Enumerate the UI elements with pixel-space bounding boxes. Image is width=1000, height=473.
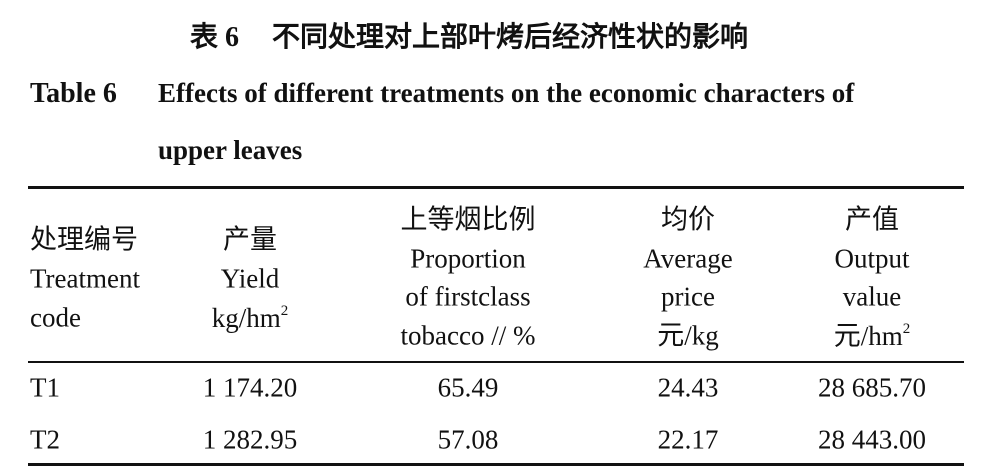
header-line: price xyxy=(661,281,715,312)
table-cell: T1 xyxy=(30,372,60,403)
top-rule xyxy=(28,186,964,189)
table-cell: 24.43 xyxy=(657,372,719,403)
title-en-line: Effects of different treatments on the e… xyxy=(158,78,855,108)
header-line: Output xyxy=(834,245,909,272)
header-line: 产值 xyxy=(845,204,899,235)
header-text: code xyxy=(30,302,81,333)
table-cell: 28 443.00 xyxy=(818,424,926,455)
header-line: 元/hm2 xyxy=(833,320,911,351)
header-text: 产量 xyxy=(223,224,277,255)
table-cell: 1 174.20 xyxy=(202,372,298,403)
header-line: 元/kg xyxy=(657,322,719,349)
title-en-label: Table 6 xyxy=(30,78,117,109)
header-text: Average xyxy=(643,243,733,273)
mid-rule xyxy=(28,361,964,363)
header-line: 处理编号 xyxy=(30,224,138,255)
header-text: kg/hm xyxy=(211,303,281,333)
header-line: of firstclass xyxy=(405,281,531,312)
header-text: Yield xyxy=(220,263,280,294)
title-en-line: upper leaves xyxy=(158,135,303,165)
header-line: 均价 xyxy=(661,204,715,235)
table-cell: 22.17 xyxy=(657,424,719,455)
header-line: 产量 xyxy=(223,224,277,255)
bottom-rule xyxy=(28,463,964,466)
header-text: value xyxy=(842,281,902,312)
header-line: Average xyxy=(643,245,732,272)
header-text: Output xyxy=(834,243,910,273)
header-line: code xyxy=(30,302,81,333)
header-line: Yield xyxy=(220,263,280,294)
table-cell: 1 282.95 xyxy=(202,424,298,455)
table-cell: 65.49 xyxy=(437,372,499,403)
header-text: 上等烟比例 xyxy=(400,204,536,235)
header-text: 元/kg xyxy=(657,320,719,350)
header-line: value xyxy=(842,281,902,312)
header-line: tobacco // % xyxy=(401,322,536,349)
header-line: Treatment xyxy=(30,263,140,294)
header-text: price xyxy=(661,281,715,312)
header-line: Proportion xyxy=(410,245,526,272)
superscript: 2 xyxy=(280,303,289,319)
header-text: Proportion xyxy=(410,243,526,273)
header-text: 元/hm xyxy=(833,320,903,351)
header-line: 上等烟比例 xyxy=(400,204,536,235)
header-text: 处理编号 xyxy=(30,224,138,255)
header-line: kg/hm2 xyxy=(212,304,289,332)
header-text: Treatment xyxy=(30,263,140,294)
superscript: 2 xyxy=(902,320,911,337)
header-text: 产值 xyxy=(845,204,899,235)
header-text: of firstclass xyxy=(405,281,531,312)
title-zh: 不同处理对上部叶烤后经济性状的影响 xyxy=(272,22,749,53)
table-cell: T2 xyxy=(30,424,60,455)
table-cell: 28 685.70 xyxy=(818,372,926,403)
title-zh-label: 表 6 xyxy=(190,22,240,53)
header-text: 均价 xyxy=(661,204,715,235)
table-cell: 57.08 xyxy=(437,424,499,455)
header-text: tobacco // % xyxy=(400,320,536,350)
